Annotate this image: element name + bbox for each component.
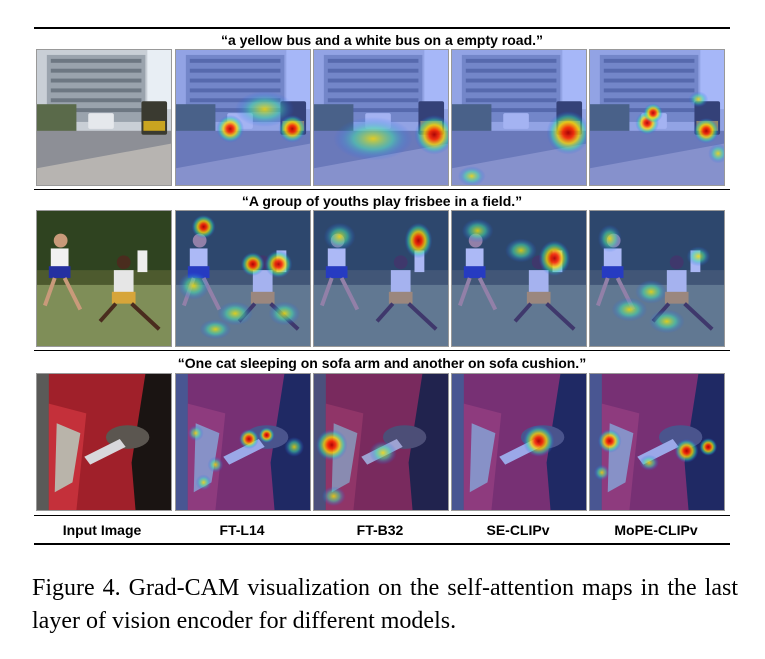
column-label-input-image: Input Image bbox=[62, 522, 142, 538]
gradcam-map-mope-clipv-field bbox=[589, 210, 725, 347]
bottom-rule bbox=[34, 543, 730, 545]
gradcam-map-ft-l14-sofa bbox=[175, 373, 311, 511]
gradcam-map-mope-clipv-bus bbox=[589, 49, 725, 186]
gradcam-map-ft-b32-sofa bbox=[313, 373, 449, 511]
gradcam-map-ft-b32-bus bbox=[313, 49, 449, 186]
row2-bottom-rule bbox=[34, 350, 730, 351]
row3-bottom-rule bbox=[34, 515, 730, 516]
row3-images bbox=[36, 373, 728, 511]
column-label-ft-l14: FT-L14 bbox=[219, 522, 265, 538]
gradcam-map-se-clipv-field bbox=[451, 210, 587, 347]
gradcam-map-mope-clipv-sofa bbox=[589, 373, 725, 511]
gradcam-map-se-clipv-sofa bbox=[451, 373, 587, 511]
gradcam-map-ft-l14-field bbox=[175, 210, 311, 347]
column-label-mope-clipv: MoPE-CLIPv bbox=[614, 522, 698, 538]
row1-caption: “a yellow bus and a white bus on a empty… bbox=[220, 32, 544, 48]
gradcam-map-ft-b32-field bbox=[313, 210, 449, 347]
row1-bottom-rule bbox=[34, 189, 730, 190]
input-image-input-image-field bbox=[36, 210, 172, 347]
gradcam-map-se-clipv-bus bbox=[451, 49, 587, 186]
row2-caption: “A group of youths play frisbee in a fie… bbox=[241, 193, 523, 209]
column-label-se-clipv: SE-CLIPv bbox=[486, 522, 550, 538]
figure-caption: Figure 4. Grad-CAM visualization on the … bbox=[32, 575, 738, 634]
row1-images bbox=[36, 49, 728, 186]
input-image-input-image-sofa bbox=[36, 373, 172, 511]
column-label-ft-b32: FT-B32 bbox=[356, 522, 404, 538]
row2-images bbox=[36, 210, 728, 347]
gradcam-map-ft-l14-bus bbox=[175, 49, 311, 186]
top-rule bbox=[34, 27, 730, 29]
row3-caption: “One cat sleeping on sofa arm and anothe… bbox=[177, 355, 587, 371]
input-image-input-image-bus bbox=[36, 49, 172, 186]
